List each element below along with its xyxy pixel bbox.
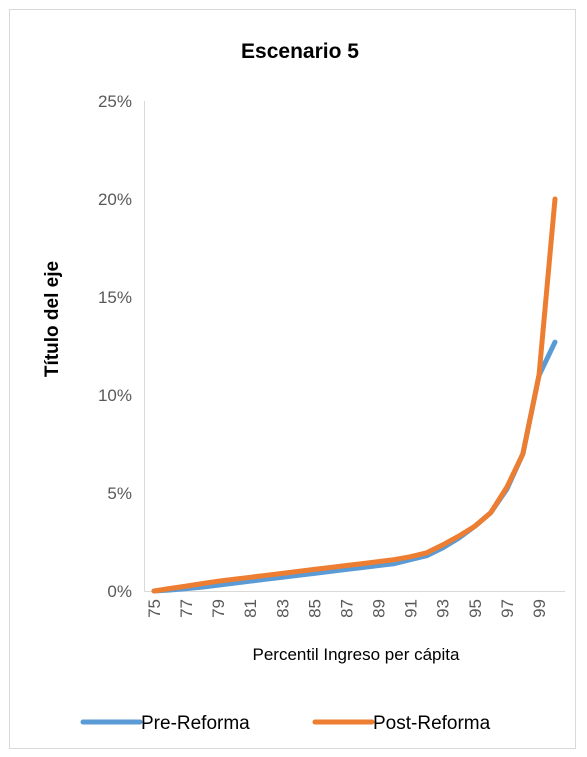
y-tick-label: 25% <box>98 92 132 111</box>
x-tick-label: 85 <box>305 599 324 618</box>
x-tick-label: 97 <box>498 599 517 618</box>
x-tick-labels: 75 77 79 81 83 85 87 89 91 93 95 97 99 <box>145 599 549 618</box>
x-tick-label: 81 <box>241 599 260 618</box>
y-tick-label: 20% <box>98 190 132 209</box>
y-axis-title: Título del eje <box>42 261 63 377</box>
y-tick-label: 15% <box>98 288 132 307</box>
series-lines <box>151 196 558 594</box>
x-tick-label: 75 <box>145 599 164 618</box>
y-tick-label: 5% <box>107 484 132 503</box>
x-tick-label: 89 <box>370 599 389 618</box>
x-axis-title: Percentil Ingreso per cápita <box>253 645 460 664</box>
chart-frame: Escenario 5 Título del eje Percentil Ing… <box>9 9 576 749</box>
legend: Pre-Reforma Post-Reforma <box>80 713 491 734</box>
x-tick-label: 79 <box>209 599 228 618</box>
series-line-post-reforma <box>151 196 558 594</box>
x-tick-label: 83 <box>273 599 292 618</box>
x-tick-label: 95 <box>466 599 485 618</box>
series-line-pre-reforma <box>151 339 558 594</box>
chart-svg: Escenario 5 Título del eje Percentil Ing… <box>42 40 565 734</box>
y-tick-labels: 0% 5% 10% 15% 20% 25% <box>98 92 132 601</box>
x-tick-label: 93 <box>434 599 453 618</box>
x-tick-label: 91 <box>402 599 421 618</box>
legend-label-pre-reforma: Pre-Reforma <box>141 713 250 734</box>
y-tick-label: 10% <box>98 386 132 405</box>
x-tick-label: 77 <box>177 599 196 618</box>
chart-title: Escenario 5 <box>241 40 359 63</box>
x-tick-label: 99 <box>530 599 549 618</box>
y-tick-label: 0% <box>107 582 132 601</box>
x-tick-label: 87 <box>337 599 356 618</box>
legend-label-post-reforma: Post-Reforma <box>373 713 491 734</box>
